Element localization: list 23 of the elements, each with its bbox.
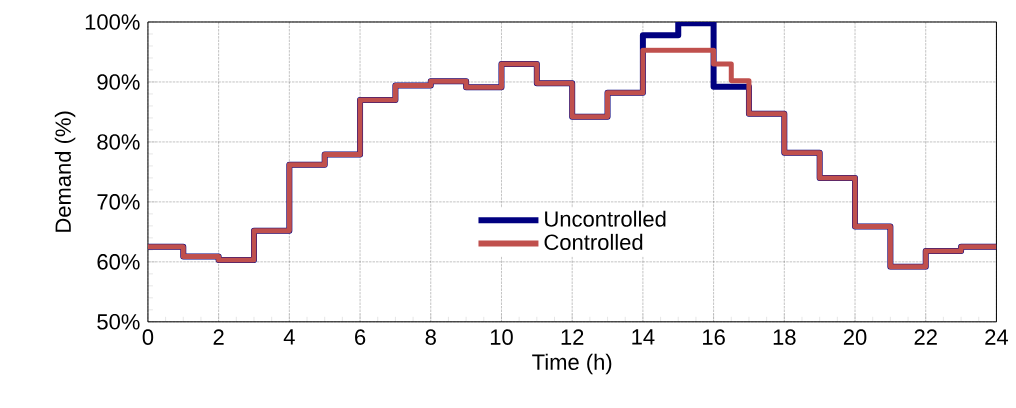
- y-tick-label: 70%: [97, 194, 140, 210]
- x-tick-label: 8: [425, 329, 436, 346]
- x-tick-label: 6: [355, 329, 366, 346]
- y-tick-label: 50%: [97, 314, 140, 330]
- y-tick-label: 80%: [97, 134, 140, 150]
- x-tick-label: 2: [213, 329, 224, 345]
- x-tick-label: 20: [843, 329, 867, 346]
- x-tick-label: 22: [914, 329, 937, 345]
- y-tick-label: 100%: [85, 14, 140, 30]
- x-tick-label: 24: [985, 329, 1009, 345]
- y-tick-label: 60%: [97, 254, 140, 270]
- x-axis-title: Time (h): [532, 353, 612, 375]
- x-tick-label: 18: [773, 329, 796, 346]
- x-tick-label: 14: [632, 329, 655, 345]
- legend-label: Controlled: [544, 233, 643, 251]
- x-tick-label: 10: [490, 329, 513, 346]
- x-tick-label: 12: [561, 329, 584, 345]
- x-tick-label: 0: [142, 329, 154, 346]
- y-tick-label: 90%: [97, 74, 140, 90]
- y-axis-title: Demand (%): [54, 111, 76, 232]
- legend-label: Uncontrolled: [545, 210, 666, 227]
- x-tick-label: 16: [703, 329, 725, 346]
- x-tick-label: 4: [283, 329, 295, 345]
